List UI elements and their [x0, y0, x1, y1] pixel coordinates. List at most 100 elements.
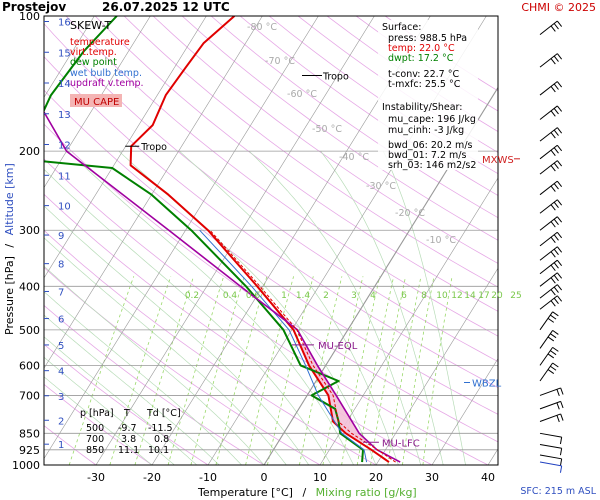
- legend-dew-point: dew point: [70, 57, 117, 68]
- barb-flag: [559, 437, 563, 445]
- tropopause-label: Tropo: [140, 142, 167, 153]
- wind-barb: [539, 272, 563, 287]
- barb-flag: [553, 183, 559, 190]
- barb-flag: [553, 162, 559, 169]
- temp-tick-40: 40: [481, 471, 495, 484]
- barb-staff: [539, 295, 558, 310]
- wind-barb: [539, 362, 559, 382]
- barb-flag: [553, 201, 559, 209]
- barb-flag: [550, 333, 557, 339]
- surface-tconv: t-conv: 22.7 °C: [388, 69, 459, 80]
- barb-flag: [556, 389, 560, 397]
- mixing-ratio-label: 17: [478, 291, 489, 301]
- instability-title: Instability/Shear:: [382, 102, 462, 113]
- profiles: [44, 16, 401, 463]
- barb-flag: [556, 20, 563, 27]
- isotherm: [431, 357, 498, 465]
- x-axis-title: Temperature [°C] / Mixing ratio [g/kg]: [197, 486, 417, 499]
- moist-adiabat: [44, 265, 265, 465]
- barb-flag: [556, 246, 563, 253]
- isotherm: [44, 16, 95, 98]
- isotherm-label: -60 °C: [287, 89, 317, 100]
- credit-label: CHMI © 2025: [521, 1, 596, 14]
- barb-flag: [553, 108, 559, 115]
- profile-virtual-temp: [209, 229, 396, 463]
- y-axis-sep: /: [3, 244, 16, 248]
- barb-staff: [539, 461, 562, 467]
- barb-flag: [559, 458, 563, 466]
- barb-flag: [550, 185, 556, 192]
- table-row-850-t: 11.1: [118, 445, 139, 456]
- km-tick-3: 3: [58, 392, 64, 403]
- dry-adiabat: [44, 89, 498, 415]
- barb-staff: [539, 443, 562, 449]
- barb-flag: [556, 272, 563, 279]
- mixing-ratio-line: [215, 276, 268, 465]
- wind-barb: [539, 284, 563, 299]
- table-header-t: T: [123, 408, 130, 419]
- barb-flag: [553, 23, 559, 30]
- pressure-tick-700: 700: [19, 389, 40, 402]
- mixing-ratio-line: [245, 276, 294, 465]
- isotherm: [95, 16, 375, 465]
- wind-barb: [539, 259, 563, 275]
- barb-flag: [553, 83, 559, 90]
- barb-flag: [560, 401, 564, 409]
- moist-adiabat: [44, 376, 153, 465]
- barb-flag: [547, 317, 555, 323]
- srh03-value: srh_03: 146 m2/s2: [388, 160, 476, 171]
- barb-flag: [553, 286, 559, 293]
- mixing-ratio-label: 14: [464, 291, 476, 301]
- dry-adiabat: [152, 16, 498, 264]
- isotherm: [375, 267, 498, 465]
- table-row-850-td: 10.1: [148, 445, 169, 456]
- isotherm-label: -70 °C: [265, 56, 295, 67]
- dry-adiabat: [94, 16, 498, 312]
- km-tick-5: 5: [58, 341, 64, 352]
- table-header-p: p [hPa]: [80, 408, 114, 419]
- dry-adiabat: [123, 16, 498, 288]
- barb-flag: [556, 160, 563, 167]
- barb-flag: [552, 346, 559, 352]
- bwd06-value: bwd_06: 20.2 m/s: [388, 140, 473, 151]
- wind-barb: [539, 216, 563, 231]
- level-markers: MU-EQL MU-LFC WBZL Tropo Tropo MXWS: [125, 71, 520, 449]
- wbzl-label: WBZL: [472, 378, 502, 389]
- dry-adiabat: [210, 16, 498, 219]
- barb-staff: [539, 180, 558, 196]
- mixing-ratio-label: 1.4: [296, 291, 311, 301]
- barb-flag: [556, 259, 563, 267]
- wind-barb: [539, 160, 563, 175]
- barb-staff: [539, 400, 561, 410]
- barb-flag: [550, 365, 557, 371]
- barb-flag: [553, 262, 559, 269]
- table-row-500-td: -11.5: [148, 423, 173, 434]
- km-tick-7: 7: [58, 287, 64, 298]
- mixing-ratio-label: 2: [323, 291, 329, 301]
- barb-staff: [539, 259, 558, 275]
- barb-staff: [539, 284, 558, 299]
- temp-tick--20: -20: [143, 471, 161, 484]
- wind-barb: [539, 81, 563, 96]
- barb-flag: [559, 465, 563, 473]
- dry-adiabat: [65, 16, 498, 337]
- wind-barb: [539, 105, 563, 120]
- barb-flag: [556, 127, 563, 134]
- isotherm: [487, 448, 498, 465]
- barb-staff: [539, 81, 558, 96]
- pressure-tick-100: 100: [19, 10, 40, 23]
- temp-tick-20: 20: [369, 471, 383, 484]
- pressure-tick-1000: 1000: [12, 459, 40, 472]
- legend-updraft: updraft v.temp.: [70, 78, 144, 89]
- y-axis-title: Pressure [hPa] / Altitude [km]: [3, 163, 16, 335]
- wind-barb: [539, 400, 564, 410]
- barb-staff: [539, 311, 554, 331]
- barb-flag: [550, 149, 556, 157]
- dry-adiabat: [181, 16, 498, 241]
- level-table: p [hPa] T Td [°C] 500 -9.7 -11.5 700 3.8…: [80, 408, 181, 456]
- isotherm-label: -10 °C: [426, 235, 456, 246]
- surface-temp: temp: 22.0 °C: [388, 43, 455, 54]
- wind-barb: [539, 144, 563, 160]
- barb-flag: [552, 311, 559, 317]
- barb-flag: [556, 295, 563, 302]
